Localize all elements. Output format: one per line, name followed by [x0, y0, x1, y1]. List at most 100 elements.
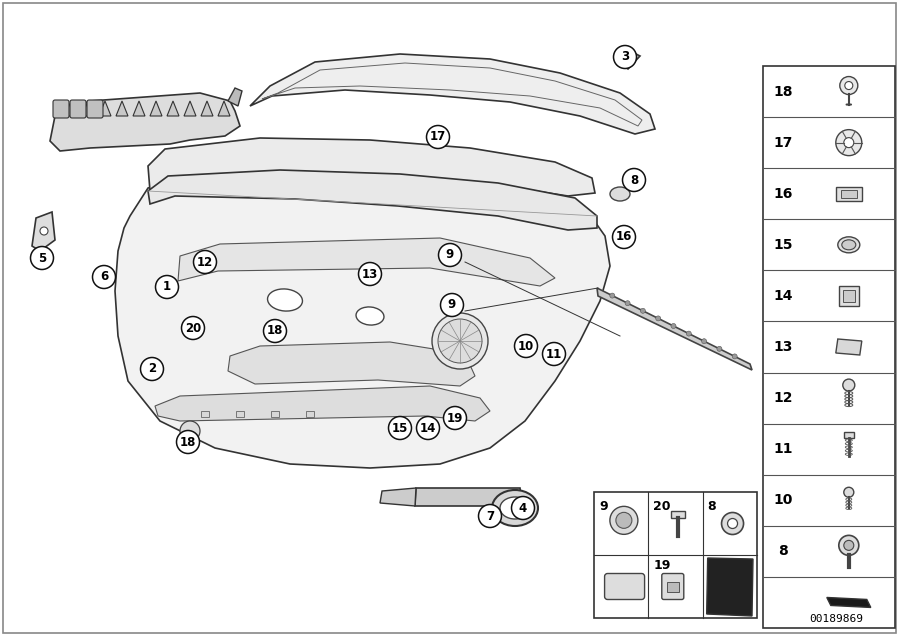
Circle shape	[613, 226, 635, 249]
Circle shape	[702, 339, 706, 343]
Text: 17: 17	[773, 135, 793, 149]
Polygon shape	[99, 101, 111, 116]
Ellipse shape	[838, 237, 860, 253]
Polygon shape	[148, 170, 597, 230]
Polygon shape	[415, 488, 522, 506]
FancyBboxPatch shape	[236, 411, 244, 417]
Circle shape	[93, 265, 115, 289]
FancyBboxPatch shape	[671, 511, 685, 518]
Circle shape	[844, 137, 854, 148]
Polygon shape	[380, 488, 416, 506]
FancyBboxPatch shape	[662, 574, 684, 600]
FancyBboxPatch shape	[3, 3, 896, 633]
Circle shape	[438, 244, 462, 266]
Polygon shape	[597, 288, 752, 370]
Text: 11: 11	[773, 442, 793, 456]
Text: 00189869: 00189869	[809, 614, 863, 624]
Circle shape	[140, 357, 164, 380]
Polygon shape	[250, 54, 655, 134]
Ellipse shape	[267, 289, 302, 311]
Circle shape	[656, 316, 661, 321]
Circle shape	[733, 354, 737, 359]
FancyBboxPatch shape	[622, 56, 625, 61]
Circle shape	[543, 343, 565, 366]
Text: 12: 12	[773, 391, 793, 405]
Circle shape	[156, 275, 178, 298]
Circle shape	[840, 76, 858, 95]
Circle shape	[440, 293, 464, 317]
Polygon shape	[115, 170, 610, 468]
Text: 9: 9	[599, 500, 608, 513]
Circle shape	[687, 331, 691, 336]
Circle shape	[641, 308, 645, 314]
FancyBboxPatch shape	[626, 56, 629, 61]
Circle shape	[844, 487, 854, 497]
Circle shape	[515, 335, 537, 357]
Circle shape	[845, 81, 853, 90]
Polygon shape	[184, 101, 196, 116]
Polygon shape	[218, 101, 230, 116]
Circle shape	[180, 421, 200, 441]
Circle shape	[479, 504, 501, 527]
Text: 9: 9	[448, 298, 456, 312]
FancyBboxPatch shape	[594, 492, 757, 618]
Polygon shape	[32, 212, 55, 251]
Text: 1: 1	[163, 280, 171, 293]
Text: 20: 20	[653, 500, 670, 513]
Ellipse shape	[610, 187, 630, 201]
Polygon shape	[82, 101, 94, 116]
FancyBboxPatch shape	[306, 411, 314, 417]
Text: 10: 10	[518, 340, 534, 352]
Polygon shape	[178, 238, 555, 286]
Polygon shape	[150, 101, 162, 116]
Text: 17: 17	[430, 130, 446, 144]
FancyBboxPatch shape	[842, 290, 855, 302]
Circle shape	[511, 497, 535, 520]
Text: 13: 13	[362, 268, 378, 280]
Text: 13: 13	[773, 340, 793, 354]
Circle shape	[610, 293, 615, 298]
Ellipse shape	[500, 497, 530, 519]
Circle shape	[623, 169, 645, 191]
Text: 10: 10	[773, 494, 793, 508]
Circle shape	[358, 263, 382, 286]
FancyBboxPatch shape	[201, 411, 209, 417]
Circle shape	[610, 506, 638, 534]
Text: 15: 15	[773, 238, 793, 252]
Circle shape	[844, 541, 854, 550]
FancyBboxPatch shape	[841, 190, 857, 198]
Polygon shape	[65, 101, 77, 116]
Text: 9: 9	[446, 249, 454, 261]
FancyBboxPatch shape	[763, 66, 895, 628]
Circle shape	[176, 431, 200, 453]
FancyBboxPatch shape	[87, 100, 103, 118]
Text: 20: 20	[184, 322, 201, 335]
Text: 8: 8	[630, 174, 638, 186]
Circle shape	[842, 379, 855, 391]
Circle shape	[427, 125, 449, 148]
Polygon shape	[836, 339, 862, 355]
Text: 19: 19	[446, 411, 464, 424]
Circle shape	[839, 536, 859, 555]
Polygon shape	[201, 101, 213, 116]
Polygon shape	[148, 138, 595, 196]
Polygon shape	[116, 101, 128, 116]
Circle shape	[40, 227, 48, 235]
Circle shape	[194, 251, 217, 273]
Text: 7: 7	[486, 509, 494, 523]
FancyBboxPatch shape	[667, 581, 679, 591]
Circle shape	[671, 324, 676, 329]
FancyBboxPatch shape	[605, 574, 644, 600]
FancyBboxPatch shape	[271, 411, 279, 417]
Polygon shape	[155, 386, 490, 421]
Circle shape	[444, 406, 466, 429]
Text: 15: 15	[392, 422, 409, 434]
Text: 6: 6	[100, 270, 108, 284]
FancyBboxPatch shape	[70, 100, 86, 118]
FancyBboxPatch shape	[630, 56, 633, 61]
FancyBboxPatch shape	[839, 286, 859, 306]
Text: 16: 16	[773, 187, 793, 201]
Text: 18: 18	[266, 324, 284, 338]
Ellipse shape	[356, 307, 384, 325]
Text: 5: 5	[38, 251, 46, 265]
